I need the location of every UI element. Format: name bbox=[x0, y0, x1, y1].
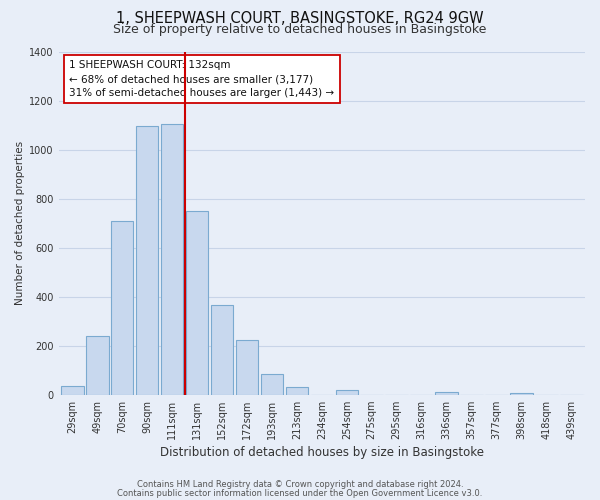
Bar bbox=[186, 211, 208, 394]
Y-axis label: Number of detached properties: Number of detached properties bbox=[15, 141, 25, 305]
Bar bbox=[335, 390, 358, 394]
Bar bbox=[61, 386, 83, 394]
Bar bbox=[86, 336, 109, 394]
Text: Contains public sector information licensed under the Open Government Licence v3: Contains public sector information licen… bbox=[118, 488, 482, 498]
Bar bbox=[111, 220, 133, 394]
Bar bbox=[261, 374, 283, 394]
Bar bbox=[211, 305, 233, 394]
Bar bbox=[286, 388, 308, 394]
Text: Contains HM Land Registry data © Crown copyright and database right 2024.: Contains HM Land Registry data © Crown c… bbox=[137, 480, 463, 489]
Bar bbox=[136, 126, 158, 394]
X-axis label: Distribution of detached houses by size in Basingstoke: Distribution of detached houses by size … bbox=[160, 446, 484, 459]
Text: Size of property relative to detached houses in Basingstoke: Size of property relative to detached ho… bbox=[113, 22, 487, 36]
Bar bbox=[436, 392, 458, 394]
Text: 1, SHEEPWASH COURT, BASINGSTOKE, RG24 9GW: 1, SHEEPWASH COURT, BASINGSTOKE, RG24 9G… bbox=[116, 11, 484, 26]
Text: 1 SHEEPWASH COURT: 132sqm
← 68% of detached houses are smaller (3,177)
31% of se: 1 SHEEPWASH COURT: 132sqm ← 68% of detac… bbox=[69, 60, 334, 98]
Bar bbox=[236, 340, 258, 394]
Bar bbox=[161, 124, 184, 394]
